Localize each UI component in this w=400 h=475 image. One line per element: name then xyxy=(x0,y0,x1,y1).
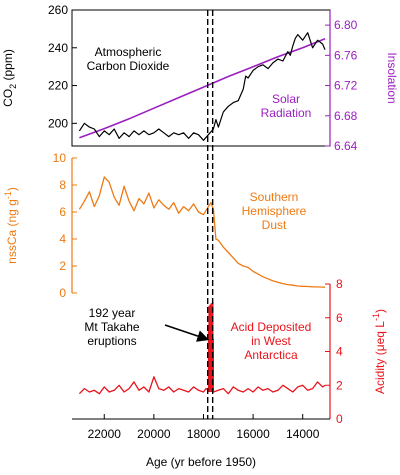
co2-tick-label: 260 xyxy=(48,3,68,17)
dust-tick-label: 10 xyxy=(53,151,67,165)
acid-annotation-line-2: in West xyxy=(251,334,291,348)
insolation-axis-label-group: Insolation xyxy=(385,52,399,103)
co2-tick-label: 200 xyxy=(48,116,68,130)
acidity-axis-label: Acidity (μeq L-1) xyxy=(371,309,387,394)
x-tick-label: 20000 xyxy=(137,427,171,441)
acidity-tick-label: 6 xyxy=(336,311,343,325)
dust-annotation-line-3: Dust xyxy=(262,218,287,232)
x-tick-label: 18000 xyxy=(187,427,221,441)
dust-tick-label: 4 xyxy=(59,232,66,246)
x-tick-label: 16000 xyxy=(236,427,270,441)
insolation-tick-label: 6.80 xyxy=(334,18,358,32)
co2-axis-label: CO2 (ppm) xyxy=(1,49,18,107)
solar-annotation-line-2: Radiation xyxy=(261,106,312,120)
acid-annotation-line-1: Acid Deposited xyxy=(231,320,312,334)
co2-annotation-line-1: Atmospheric xyxy=(95,45,162,59)
eruption-annotation-line-1: 192 year xyxy=(89,306,136,320)
acidity-tick-label: 0 xyxy=(336,412,343,426)
co2-tick-label: 220 xyxy=(48,79,68,93)
co2-annotation-line-2: Carbon Dioxide xyxy=(87,59,170,73)
dust-tick-label: 2 xyxy=(59,259,66,273)
solar-annotation-line-1: Solar xyxy=(272,92,300,106)
eruption-annotation-line-2: Mt Takahe xyxy=(84,320,139,334)
dust-axis-label-group: nssCa (ng g-1) xyxy=(3,187,19,264)
co2-axis-label-group: CO2 (ppm) xyxy=(1,49,18,107)
insolation-axis-label: Insolation xyxy=(385,52,399,103)
insolation-tick-label: 6.72 xyxy=(334,79,358,93)
dust-axis-label: nssCa (ng g-1) xyxy=(3,187,19,264)
acidity-axis-label-unit: ) xyxy=(373,309,387,313)
dust-axis-label-unit: ) xyxy=(5,187,19,191)
dust-axis-label-main: nssCa (ng g xyxy=(5,199,19,264)
dust-axis-label-sup: -1 xyxy=(3,191,13,199)
acidity-axis-label-sup: -1 xyxy=(371,313,381,321)
acidity-axis-label-group: Acidity (μeq L-1) xyxy=(371,309,387,394)
co2-axis-label-unit: (ppm) xyxy=(1,49,15,84)
dust-tick-label: 8 xyxy=(59,178,66,192)
insolation-tick-label: 6.68 xyxy=(334,109,358,123)
acidity-tick-label: 2 xyxy=(336,378,343,392)
co2-axis-label-main: CO xyxy=(1,89,15,107)
x-tick-label: 22000 xyxy=(88,427,122,441)
dust-tick-label: 6 xyxy=(59,205,66,219)
dust-annotation-line-1: Southern xyxy=(250,190,299,204)
acid-annotation-line-3: Antarctica xyxy=(244,348,298,362)
acidity-series-line xyxy=(78,376,326,395)
dust-annotation-line-2: Hemisphere xyxy=(242,204,307,218)
acidity-tick-label: 4 xyxy=(336,345,343,359)
insolation-tick-label: 6.76 xyxy=(334,48,358,62)
dust-series-line xyxy=(78,176,326,288)
acidity-tick-label: 8 xyxy=(336,277,343,291)
eruption-arrow xyxy=(164,324,210,342)
co2-tick-label: 240 xyxy=(48,41,68,55)
eruption-annotation-line-3: eruptions xyxy=(87,334,136,348)
co2-axis-label-sub: 2 xyxy=(8,84,18,89)
insolation-tick-label: 6.64 xyxy=(334,139,358,153)
x-tick-label: 14000 xyxy=(286,427,320,441)
x-axis-label: Age (yr before 1950) xyxy=(146,455,256,469)
co2-series-line xyxy=(78,32,326,141)
dust-tick-label: 0 xyxy=(59,286,66,300)
acidity-axis-label-main: Acidity (μeq L xyxy=(373,321,387,394)
